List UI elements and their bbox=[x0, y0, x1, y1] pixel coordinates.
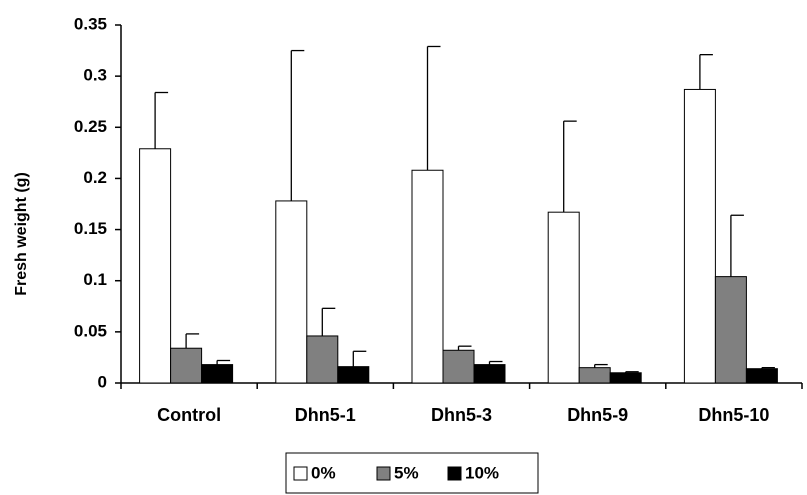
legend-box bbox=[285, 452, 539, 494]
bar bbox=[683, 88, 716, 384]
legend-swatch bbox=[447, 466, 462, 481]
legend-label: 5% bbox=[394, 463, 419, 482]
legend-swatch bbox=[376, 466, 391, 481]
y-tick-label: 0.3 bbox=[83, 66, 107, 85]
bar bbox=[170, 347, 203, 384]
y-tick-label: 0.15 bbox=[74, 219, 107, 238]
x-tick-label: Control bbox=[157, 405, 221, 425]
y-tick-label: 0.05 bbox=[74, 321, 107, 340]
legend: 0% 5% 10% bbox=[285, 452, 539, 494]
bar bbox=[411, 169, 444, 384]
bar bbox=[714, 276, 747, 384]
x-tick-label: Dhn5-3 bbox=[431, 405, 492, 425]
bar bbox=[306, 335, 339, 384]
bar bbox=[442, 349, 475, 384]
legend-swatch bbox=[293, 466, 308, 481]
bar bbox=[547, 211, 580, 384]
bars bbox=[139, 88, 778, 384]
x-tick-label: Dhn5-1 bbox=[295, 405, 356, 425]
bar bbox=[337, 366, 370, 384]
y-tick-label: 0.25 bbox=[74, 117, 107, 136]
y-tick-label: 0.2 bbox=[83, 168, 107, 187]
y-tick-label: 0.1 bbox=[83, 270, 107, 289]
x-tick-label: Dhn5-10 bbox=[698, 405, 769, 425]
bar bbox=[473, 364, 506, 384]
x-tick-label: Dhn5-9 bbox=[567, 405, 628, 425]
y-tick-label: 0.35 bbox=[74, 14, 107, 33]
bar bbox=[201, 364, 234, 384]
y-axis: 0 0.05 0.1 0.15 0.2 0.25 0.3 0.35 bbox=[74, 14, 122, 391]
bar bbox=[745, 368, 778, 384]
bar bbox=[609, 372, 642, 384]
error-bars bbox=[154, 45, 775, 373]
legend-label: 0% bbox=[311, 463, 336, 482]
legend-label: 10% bbox=[465, 463, 499, 482]
bar bbox=[578, 367, 611, 384]
bar bbox=[275, 200, 308, 384]
x-axis: Control Dhn5-1 Dhn5-3 Dhn5-9 Dhn5-10 bbox=[120, 382, 803, 425]
bar bbox=[139, 148, 172, 384]
y-tick-label: 0 bbox=[98, 372, 107, 391]
y-axis-label: Fresh weight (g) bbox=[13, 172, 30, 296]
